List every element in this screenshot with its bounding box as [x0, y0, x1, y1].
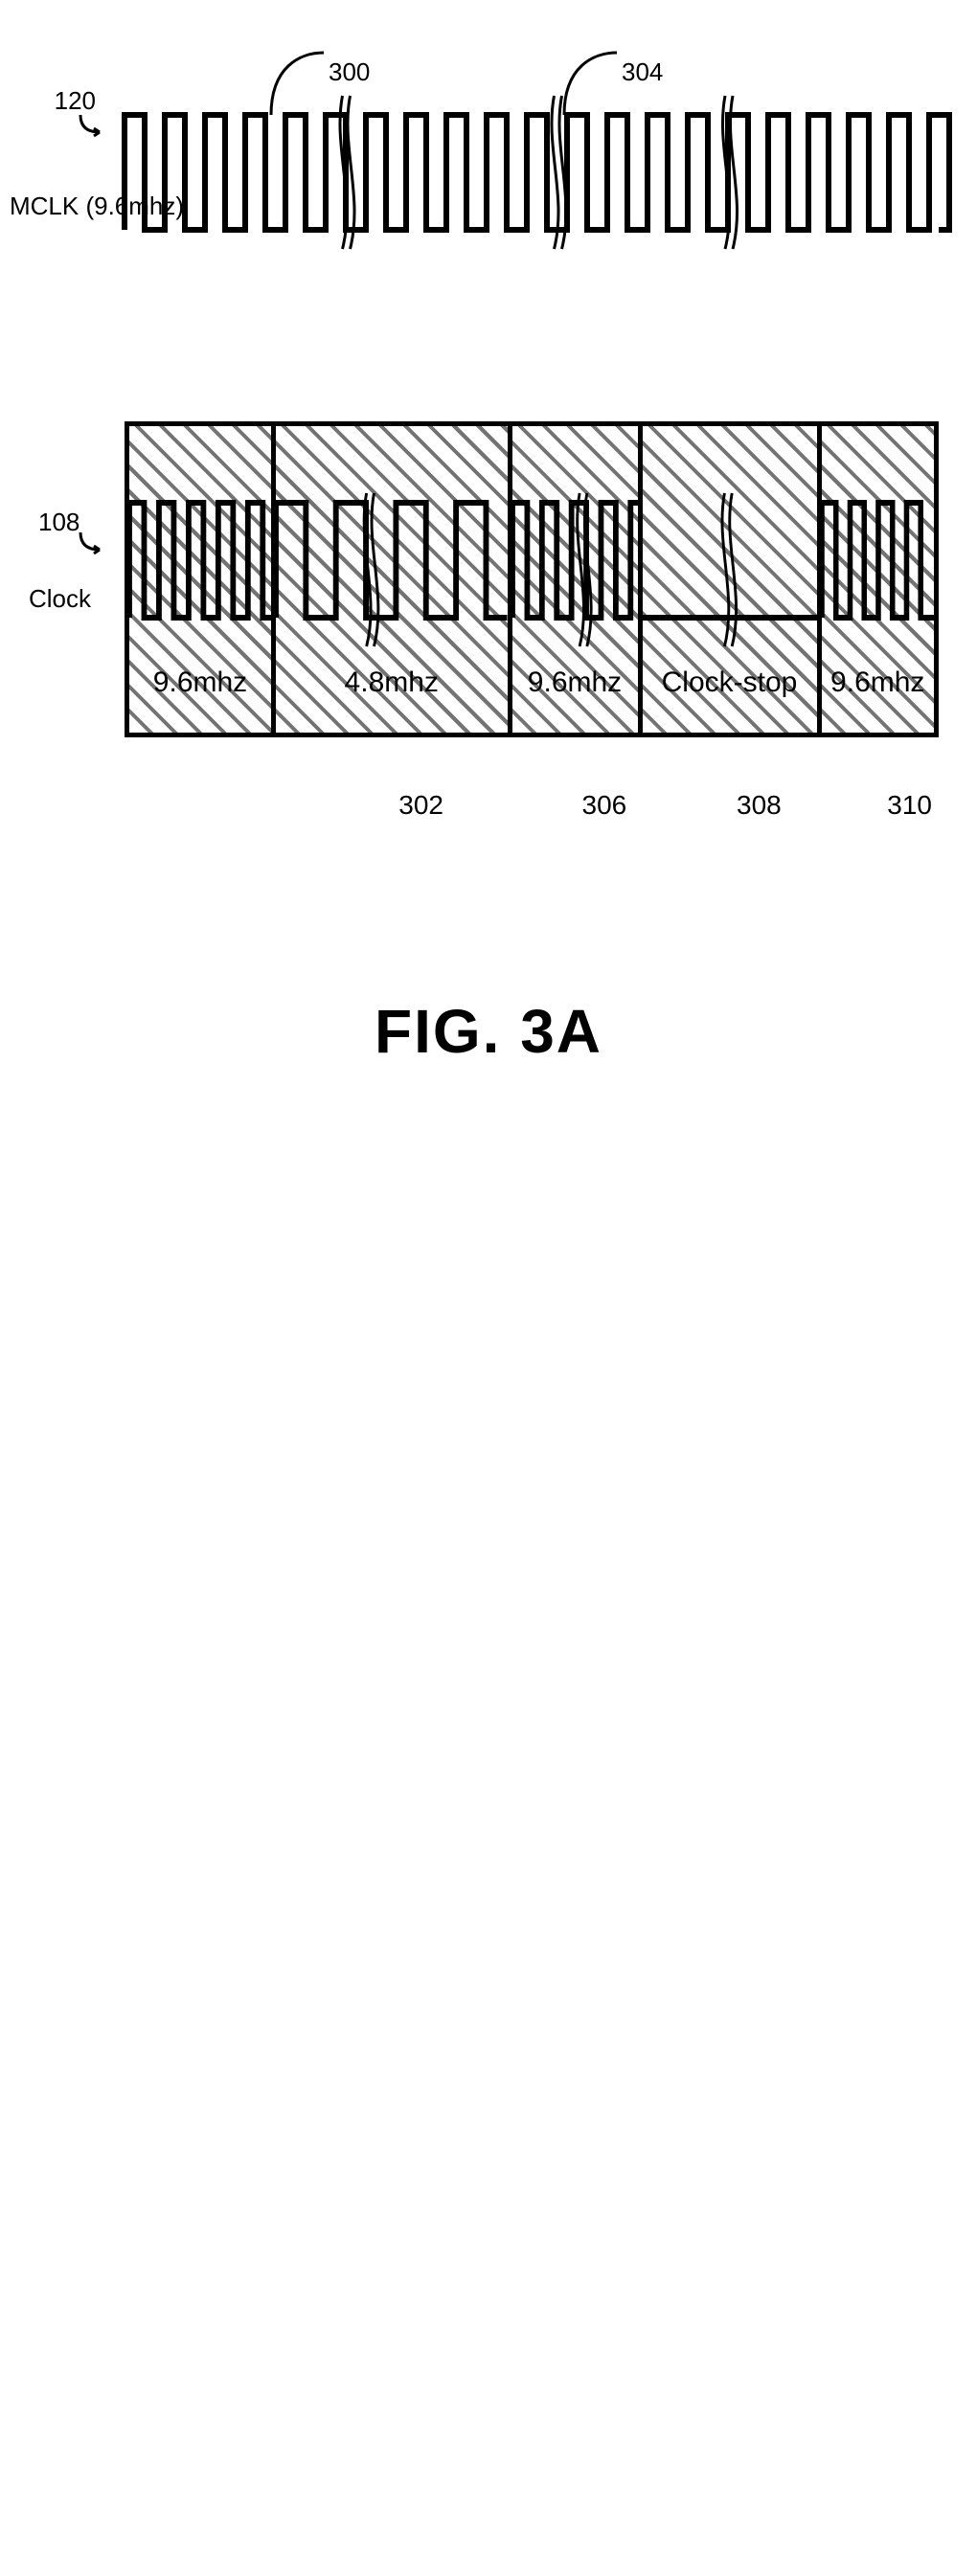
ref-306: 306 — [582, 790, 627, 821]
mclk-waveform: 300304 — [125, 77, 939, 268]
segment-302: 4.8mhz — [271, 421, 508, 737]
ref-120: 120 — [19, 86, 96, 116]
segment-waveform — [822, 484, 935, 656]
segment-waveform — [643, 484, 817, 656]
callout-hook — [532, 733, 618, 737]
segment-waveform — [129, 484, 271, 656]
segment-label: Clock-stop — [658, 667, 802, 699]
segment-label: 9.6mhz — [524, 667, 625, 699]
segment-seg1: 9.6mhz — [125, 421, 271, 737]
ref-310: 310 — [887, 790, 932, 821]
ref-304: 304 — [622, 57, 663, 87]
ref-108: 108 — [38, 508, 80, 537]
mclk-label-group: 120 MCLK (9.6mhz) — [19, 86, 96, 122]
clock-row: 108 Clock 9.6mhz 4.8mhz 9.6mhz Clock-sto… — [19, 402, 958, 804]
mclk-row: 120 MCLK (9.6mhz) 300304 — [19, 38, 958, 306]
segment-track: 9.6mhz 4.8mhz 9.6mhz Clock-stop 9.6mhz — [125, 421, 939, 737]
arrow-icon — [79, 113, 107, 142]
segment-waveform — [276, 484, 508, 656]
segment-label: 4.8mhz — [341, 667, 443, 699]
ref-300: 300 — [329, 57, 370, 87]
segment-label: 9.6mhz — [827, 667, 928, 699]
ref-308: 308 — [737, 790, 782, 821]
segment-label: 9.6mhz — [149, 667, 251, 699]
figure-label: FIG. 3A — [19, 996, 958, 1067]
segment-310: 9.6mhz — [817, 421, 940, 737]
callout-hook — [349, 733, 435, 737]
ref-302: 302 — [398, 790, 443, 821]
callout-hook — [687, 733, 773, 737]
segment-306: 9.6mhz — [508, 421, 638, 737]
segment-waveform — [512, 484, 638, 656]
figure-3a: 120 MCLK (9.6mhz) 300304 108 Clock 9.6mh… — [19, 38, 958, 1067]
arrow-icon — [79, 531, 107, 559]
clock-label: Clock — [29, 584, 91, 614]
callout-hook — [834, 733, 920, 737]
segment-308: Clock-stop — [638, 421, 817, 737]
